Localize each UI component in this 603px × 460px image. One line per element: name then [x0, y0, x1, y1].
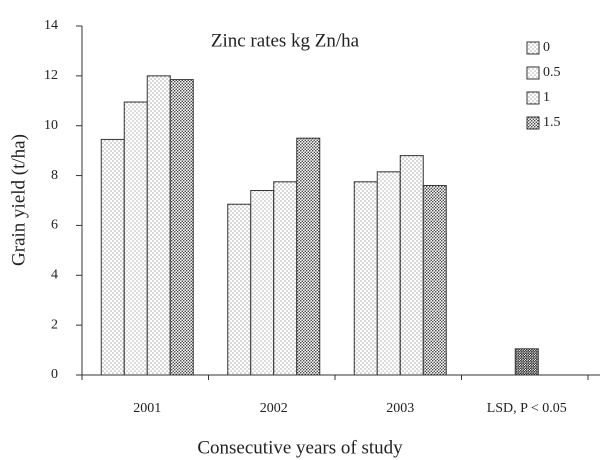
x-tick-label: LSD, P < 0.05 — [487, 401, 567, 416]
y-tick-label: 12 — [44, 68, 58, 83]
x-tick-label: 2003 — [386, 401, 414, 416]
legend-swatch — [526, 66, 540, 80]
bar — [250, 190, 275, 376]
legend-swatch — [526, 41, 540, 55]
y-tick-label: 8 — [51, 168, 58, 183]
y-tick-label: 6 — [51, 218, 58, 233]
x-axis-label: Consecutive years of study — [197, 437, 403, 458]
y-axis-label: Grain yield (t/ha) — [8, 134, 29, 266]
legend-label: 0 — [543, 40, 550, 55]
y-tick-label: 0 — [51, 367, 58, 382]
bar — [376, 171, 401, 376]
bar — [227, 203, 252, 376]
bar — [296, 137, 321, 376]
y-tick-label: 14 — [44, 18, 58, 33]
bar — [146, 75, 171, 376]
chart-title: Zinc rates kg Zn/ha — [211, 30, 360, 51]
bar — [123, 101, 148, 376]
bar — [169, 79, 194, 376]
bar — [100, 138, 125, 376]
y-tick-label: 2 — [51, 317, 58, 332]
y-tick-label: 10 — [44, 118, 58, 133]
bar — [273, 181, 298, 376]
lsd-bar — [514, 348, 539, 376]
legend-label: 1.5 — [543, 115, 561, 130]
bar — [399, 155, 424, 376]
bar — [353, 181, 378, 376]
legend-label: 0.5 — [543, 65, 561, 80]
bar — [422, 185, 447, 376]
x-tick-label: 2001 — [133, 401, 161, 416]
legend-label: 1 — [543, 90, 550, 105]
y-tick-label: 4 — [51, 268, 58, 283]
legend-swatch — [526, 91, 540, 105]
legend-swatch — [526, 116, 540, 130]
x-tick-label: 2002 — [260, 401, 288, 416]
